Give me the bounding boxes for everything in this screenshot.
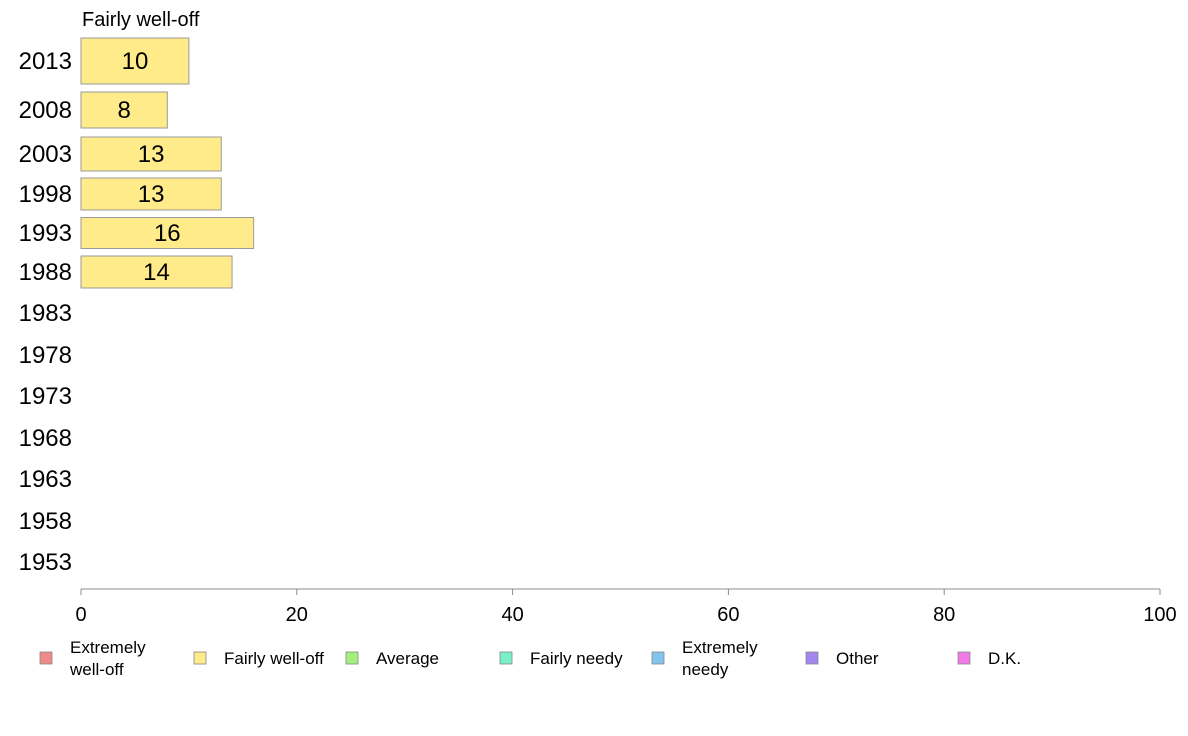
year-label: 1998: [19, 181, 72, 208]
year-label: 1963: [19, 466, 72, 493]
year-label: 1988: [19, 259, 72, 286]
bar: [80, 255, 233, 289]
x-tick-label: 20: [286, 604, 308, 626]
bars-group: 10 8 13 13 16 14: [80, 37, 255, 289]
legend-swatch: [39, 651, 53, 665]
year-label: 1978: [19, 342, 72, 369]
chart-title: Fairly well-off: [82, 9, 200, 31]
bar-value-label: 13: [138, 181, 165, 208]
year-label: 1983: [19, 300, 72, 327]
year-labels: 2013 2008 2003 1998 1993 1988 1983 1978 1973 1968…: [19, 48, 72, 576]
legend-swatch: [499, 651, 513, 665]
x-tick-label: 60: [717, 604, 739, 626]
year-label: 1958: [19, 508, 72, 535]
legend-item: D.K.: [957, 649, 1021, 668]
bar: [80, 136, 222, 172]
legend-item: Extremely well-off: [39, 638, 146, 679]
year-label: 2013: [19, 48, 72, 75]
legend-item: Extremely needy: [651, 638, 758, 679]
x-tick-label: 100: [1143, 604, 1176, 626]
legend-label: D.K.: [988, 649, 1021, 668]
bar: [80, 217, 255, 249]
bar-value-label: 8: [117, 97, 130, 124]
x-tick-label: 0: [75, 604, 86, 626]
bar: [80, 177, 222, 211]
legend-swatch: [651, 651, 665, 665]
bar: [80, 91, 168, 129]
bar-value-label: 16: [154, 220, 181, 247]
legend-swatch: [193, 651, 207, 665]
legend-label: Extremely needy: [682, 638, 758, 679]
legend: Extremely well-off Fairly well-off Average F…: [39, 638, 1021, 679]
legend-label: Fairly well-off: [224, 649, 324, 668]
year-label: 1993: [19, 220, 72, 247]
legend-label: Average: [376, 649, 439, 668]
legend-label: Extremely well-off: [69, 638, 146, 679]
bar-value-label: 10: [122, 48, 149, 75]
year-label: 2008: [19, 97, 72, 124]
legend-label: Other: [836, 649, 879, 668]
x-axis: 0 20 40 60 80 100: [75, 588, 1177, 626]
legend-item: Other: [805, 649, 879, 668]
bar-value-label: 13: [138, 141, 165, 168]
legend-label: Fairly needy: [530, 649, 623, 668]
legend-swatch: [957, 651, 971, 665]
bar-value-label: 14: [143, 259, 170, 286]
x-tick-label: 80: [933, 604, 955, 626]
legend-item: Fairly well-off: [193, 649, 324, 668]
bar: [80, 37, 190, 85]
legend-swatch: [345, 651, 359, 665]
year-label: 2003: [19, 141, 72, 168]
year-label: 1968: [19, 425, 72, 452]
legend-item: Fairly needy: [499, 649, 623, 668]
year-label: 1973: [19, 383, 72, 410]
legend-item: Average: [345, 649, 439, 668]
year-label: 1953: [19, 549, 72, 576]
legend-swatch: [805, 651, 819, 665]
x-tick-label: 40: [501, 604, 523, 626]
